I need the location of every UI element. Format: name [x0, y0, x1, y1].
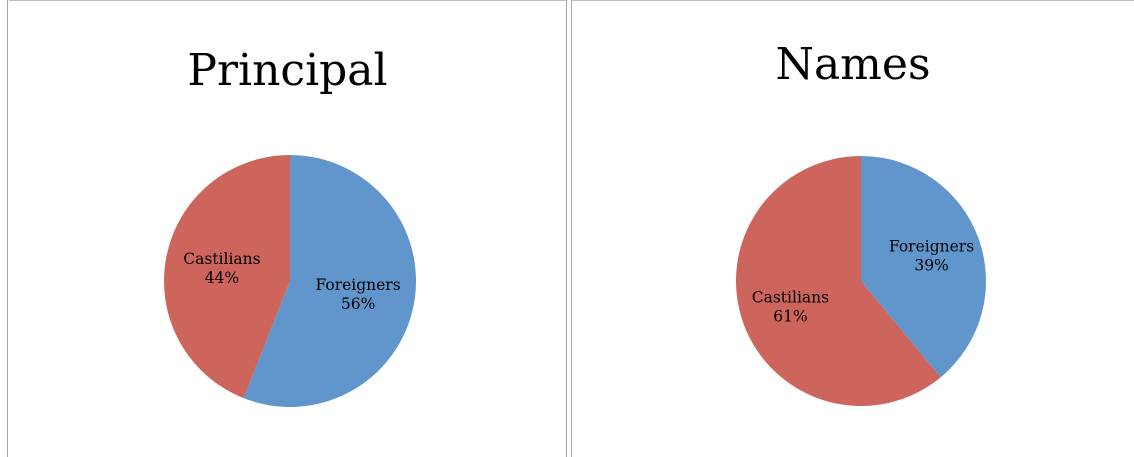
slice-label-foreigners: Foreigners: [889, 238, 974, 256]
slice-value-castilians: 44%: [205, 269, 239, 287]
chart-title: Principal: [187, 45, 388, 96]
slice-label-castilians: Castilians: [752, 288, 829, 306]
slice-value-foreigners: 56%: [341, 295, 375, 313]
chart-panel-names: Names Foreigners 39% Castilians 61%: [572, 0, 1134, 457]
pie-slice-foreigners: [243, 155, 417, 407]
pie-slice-foreigners: [861, 156, 986, 378]
pie-slice-castilians: [736, 155, 941, 406]
chart-title: Names: [775, 39, 931, 90]
slice-value-castilians: 61%: [773, 307, 807, 325]
center-frame-line: [566, 0, 572, 457]
slice-label-castilians: Castilians: [183, 250, 260, 268]
pie-slice-castilians: [164, 155, 290, 399]
left-frame-line: [7, 0, 8, 457]
chart-panel-principal: Principal Foreigners 56% Castilians 44%: [9, 0, 566, 457]
slice-label-foreigners: Foreigners: [315, 276, 400, 294]
slice-value-foreigners: 39%: [914, 257, 948, 275]
